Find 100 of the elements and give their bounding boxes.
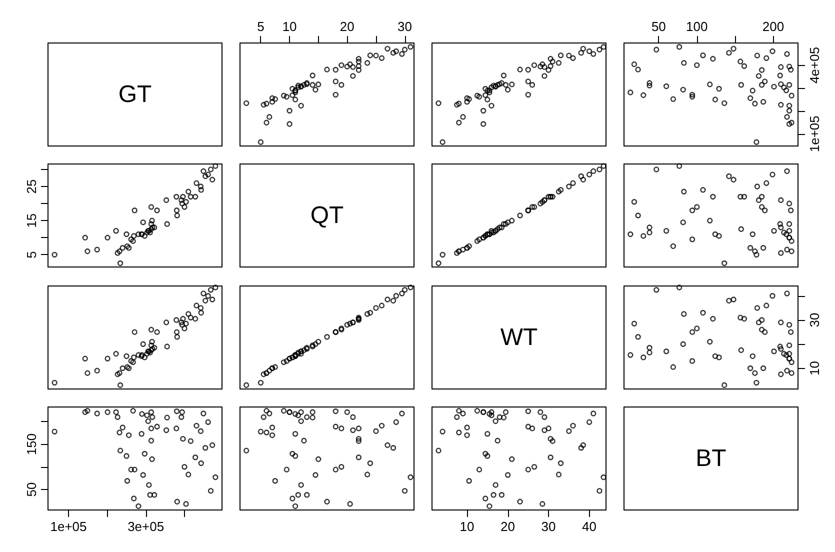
point [716,233,722,239]
point [586,172,592,178]
x-tick-label: 10 [282,19,297,34]
point [367,52,374,58]
point [402,46,408,52]
point [570,180,576,186]
point [200,410,206,416]
point [771,84,777,90]
point [781,84,787,90]
point [243,382,250,388]
point [783,352,790,358]
point [762,208,768,214]
x-tick-label: 40 [582,519,597,534]
point [494,226,500,232]
point [272,478,278,484]
point [778,224,784,230]
point [538,409,544,416]
point [550,438,556,444]
point [132,329,138,335]
point [154,424,160,430]
point [689,92,696,98]
point [529,82,536,88]
point [142,233,148,239]
y-tick-label: 4e+05 [807,46,822,84]
point [476,236,482,242]
point [136,503,142,510]
point [310,72,316,78]
point [490,492,496,498]
point [350,73,356,79]
point [209,442,216,448]
point [148,409,154,416]
point [750,231,756,238]
point [525,424,532,430]
point [338,62,344,68]
point [764,302,770,308]
point [124,453,130,459]
point [164,414,170,420]
point [128,466,134,472]
point [482,496,488,502]
point [132,466,138,472]
text: GT [118,81,152,108]
point [338,426,344,432]
point [548,56,554,62]
point [570,55,576,61]
point [269,424,276,430]
point [84,408,90,414]
point [596,46,602,52]
point [730,296,736,302]
point [784,290,790,296]
point [546,67,552,73]
point [208,287,214,293]
point [192,316,198,322]
point [726,298,732,304]
point [284,358,290,364]
point [490,230,496,236]
point [408,44,414,50]
point [148,438,154,444]
point [198,460,204,466]
point [163,197,170,203]
point [373,305,379,311]
point [680,341,686,347]
point [646,344,652,351]
point [183,199,189,205]
point [198,428,204,434]
point [542,414,548,420]
point [399,290,405,296]
point [517,498,523,505]
point [174,317,180,323]
point [631,199,638,205]
point [580,46,586,52]
point [269,95,276,102]
point [722,382,728,388]
point [130,408,136,414]
point [542,64,548,70]
point [280,92,287,98]
point [212,474,218,480]
point [179,322,186,328]
point [192,454,198,460]
point [205,172,211,178]
point [350,414,356,420]
point [631,61,638,68]
point [542,73,548,79]
point [104,234,110,241]
point [496,224,502,230]
point [347,61,353,68]
point [781,350,787,357]
point [188,194,194,200]
point [332,466,338,472]
point [269,98,276,105]
point [295,82,302,88]
point [384,442,390,448]
point [730,176,736,183]
point [578,50,584,56]
point [148,426,154,432]
point [290,92,296,98]
point [509,82,515,88]
point [710,194,716,200]
point [529,426,536,432]
point [280,408,287,414]
point [676,44,682,50]
